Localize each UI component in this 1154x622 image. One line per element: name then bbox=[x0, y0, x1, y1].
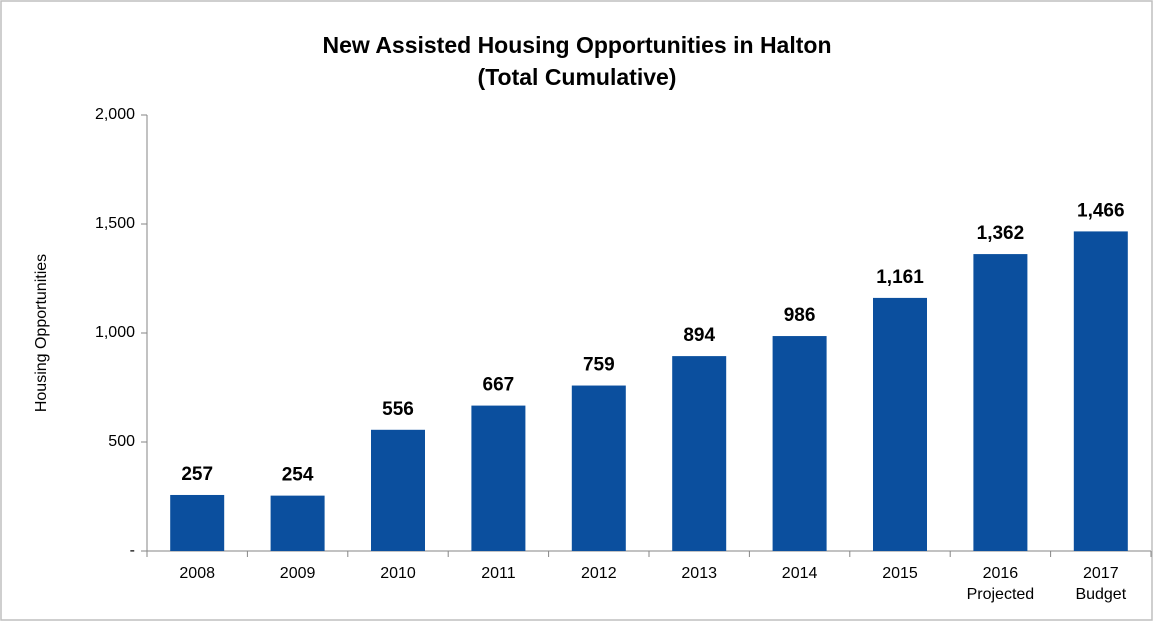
bar bbox=[672, 356, 727, 551]
y-tick-label: 1,000 bbox=[95, 324, 135, 341]
x-tick-label: 2008 bbox=[179, 565, 215, 582]
x-tick-label: 2013 bbox=[681, 565, 717, 582]
y-axis-label: Housing Opportunities bbox=[33, 254, 50, 412]
y-tick-label: 1,500 bbox=[95, 215, 135, 232]
bar bbox=[371, 429, 425, 551]
bar bbox=[571, 385, 626, 551]
data-label: 667 bbox=[483, 375, 515, 396]
data-label: 1,362 bbox=[977, 223, 1025, 244]
y-tick-label: - bbox=[130, 542, 135, 559]
x-tick-label: 2010 bbox=[380, 565, 416, 582]
data-label: 1,466 bbox=[1077, 200, 1125, 221]
bar bbox=[471, 405, 526, 551]
bar bbox=[270, 495, 325, 551]
x-tick-label: 2009 bbox=[279, 565, 316, 582]
data-label: 556 bbox=[382, 399, 414, 420]
chart-subtitle: (Total Cumulative) bbox=[478, 64, 677, 90]
bar bbox=[873, 297, 927, 551]
x-tick-label: 2014 bbox=[781, 565, 818, 582]
x-tick-label: 2012 bbox=[581, 565, 617, 582]
x-tick-label: 2017 Budget bbox=[1075, 565, 1127, 603]
data-label: 257 bbox=[181, 464, 213, 485]
data-label: 254 bbox=[282, 465, 314, 486]
y-tick-label: 2,000 bbox=[95, 106, 135, 123]
bar bbox=[772, 336, 827, 551]
x-tick-label: 2015 bbox=[882, 565, 918, 582]
data-label: 986 bbox=[784, 305, 816, 326]
bar bbox=[973, 254, 1028, 552]
data-label: 1,161 bbox=[876, 267, 924, 288]
x-tick-label: 2016 Projected bbox=[966, 565, 1035, 603]
bar bbox=[170, 494, 225, 551]
data-label: 759 bbox=[583, 355, 615, 376]
y-tick-label: 500 bbox=[108, 433, 135, 450]
bar bbox=[1073, 231, 1128, 552]
x-tick-label: 2011 bbox=[481, 565, 516, 582]
data-label: 894 bbox=[683, 325, 715, 346]
chart-title: New Assisted Housing Opportunities in Ha… bbox=[322, 32, 831, 58]
